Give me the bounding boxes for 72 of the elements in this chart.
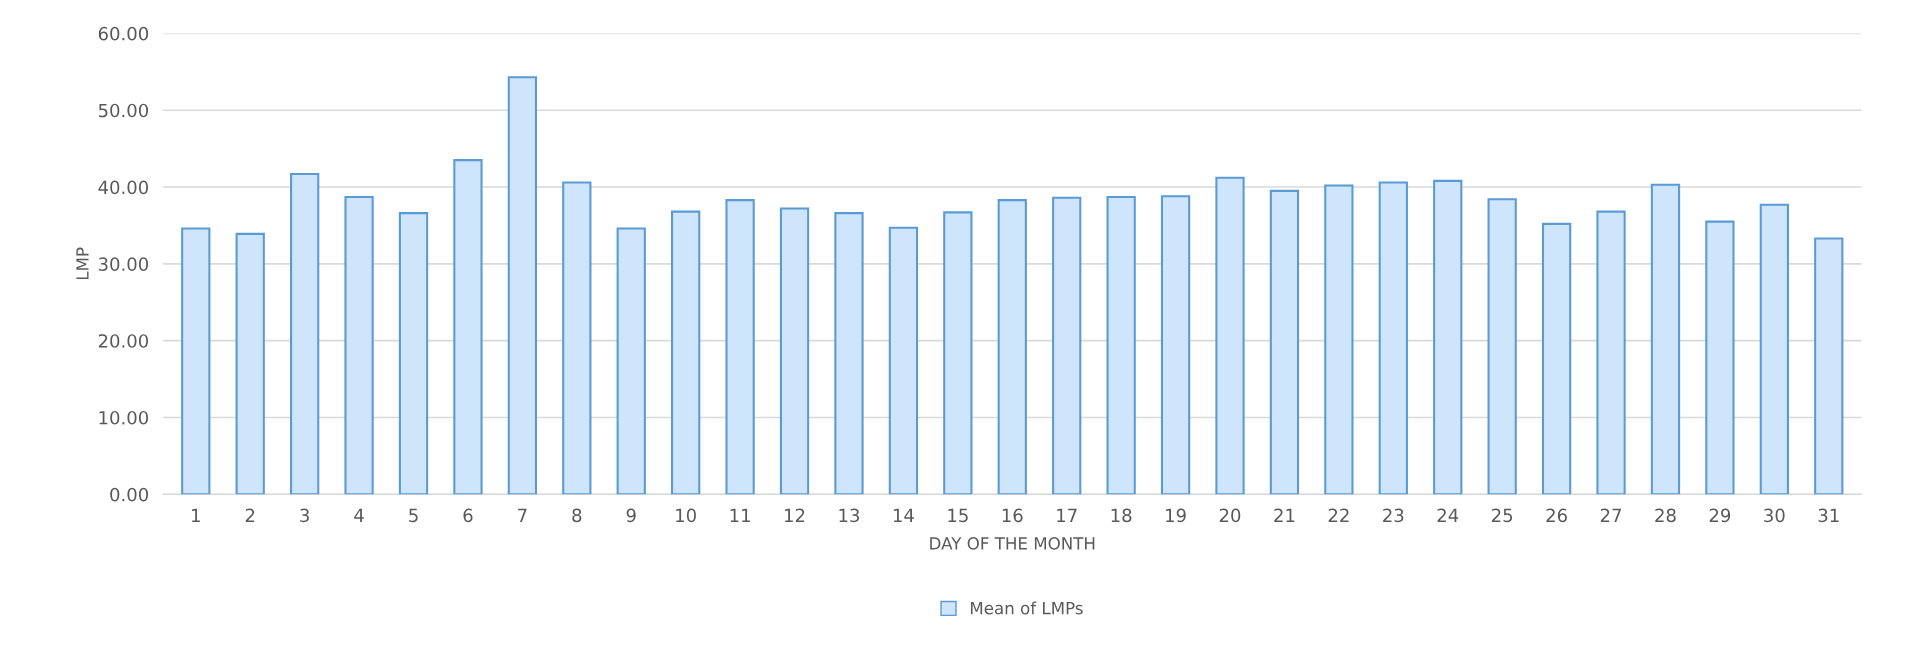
bar (507, 76, 538, 495)
bar (834, 212, 864, 495)
x-tick-label: 31 (1818, 508, 1839, 523)
x-axis-title: DAY OF THE MONTH (930, 537, 1095, 550)
bar (453, 159, 483, 495)
x-tick-label: 4 (354, 508, 364, 522)
bar (997, 199, 1027, 495)
bar (1052, 196, 1082, 495)
bar (289, 172, 320, 495)
x-tick-label: 1 (192, 508, 200, 522)
x-tick-label: 3 (300, 508, 309, 523)
x-tick-label: 21 (1274, 508, 1295, 522)
bar (1596, 210, 1626, 495)
x-tick-label: 22 (1328, 508, 1349, 522)
bar (616, 227, 646, 495)
bar (1215, 176, 1245, 495)
y-tick-label: 20.00 (98, 334, 149, 348)
bar (725, 199, 755, 495)
y-tick-label: 0.00 (110, 487, 149, 502)
bar (1160, 195, 1191, 495)
x-tick-label: 20 (1219, 508, 1241, 523)
bar (235, 232, 265, 495)
x-tick-label: 5 (409, 508, 418, 523)
x-tick-label: 10 (676, 508, 696, 523)
bar (398, 212, 429, 495)
bar (181, 227, 211, 495)
x-tick-label: 18 (1111, 508, 1132, 523)
bar (1759, 203, 1789, 495)
x-tick-label: 26 (1546, 508, 1567, 523)
x-tick-label: 9 (626, 508, 636, 523)
x-tick-label: 6 (463, 508, 473, 523)
bar (562, 181, 592, 495)
bar (943, 211, 973, 495)
bar (1705, 220, 1735, 495)
x-tick-label: 2 (245, 508, 255, 522)
x-tick-label: 24 (1437, 508, 1459, 522)
bar (1269, 189, 1300, 495)
x-tick-label: 23 (1383, 508, 1404, 523)
bar (344, 195, 374, 495)
y-tick-label: 50.00 (98, 103, 149, 118)
x-tick-label: 28 (1655, 508, 1676, 523)
x-tick-label: 14 (893, 508, 914, 522)
x-tick-label: 27 (1600, 508, 1621, 522)
bar (1324, 184, 1354, 495)
x-tick-label: 13 (839, 508, 860, 523)
bar (1378, 181, 1408, 495)
x-tick-label: 25 (1492, 508, 1513, 523)
x-tick-label: 29 (1709, 508, 1731, 523)
bar (671, 210, 701, 495)
x-tick-label: 16 (1002, 508, 1023, 523)
bar (779, 207, 810, 495)
x-tick-label: 7 (518, 508, 527, 522)
x-tick-label: 12 (785, 508, 805, 522)
bar (1433, 179, 1463, 495)
bar (1106, 195, 1136, 495)
y-tick-label: 30.00 (98, 257, 149, 271)
bar (1814, 237, 1844, 495)
x-tick-label: 11 (730, 508, 750, 522)
y-tick-label: 60.00 (98, 26, 149, 41)
y-axis-title: LMP (76, 247, 89, 280)
y-tick-label: 40.00 (98, 180, 149, 195)
bar (1487, 198, 1517, 495)
x-tick-label: 19 (1166, 508, 1186, 523)
bar (888, 226, 919, 495)
y-tick-label: 10.00 (99, 410, 149, 425)
legend-label: Mean of LMPs (970, 601, 1083, 615)
x-tick-label: 8 (572, 508, 582, 523)
bar (1650, 183, 1681, 495)
x-tick-label: 30 (1764, 508, 1785, 523)
bar (1541, 222, 1572, 495)
x-tick-label: 15 (948, 508, 968, 523)
x-tick-label: 17 (1057, 508, 1077, 522)
